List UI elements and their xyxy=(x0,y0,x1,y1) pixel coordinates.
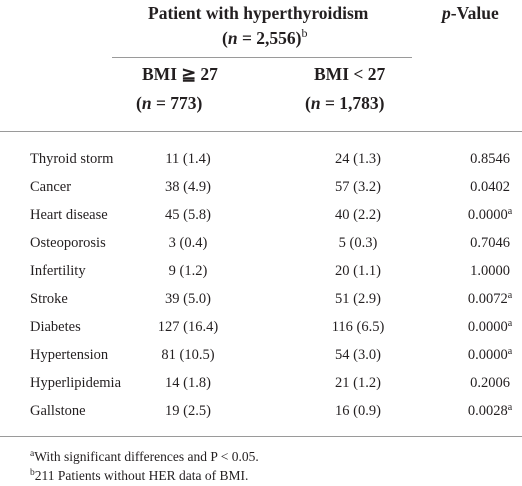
p-value: 0.0000a xyxy=(467,318,513,336)
group-sample-size: (n = 2,556)b xyxy=(222,26,308,48)
pvalue-header: p-Value xyxy=(442,3,499,23)
row-label: Osteoporosis xyxy=(30,235,106,251)
header-mid-rule xyxy=(112,57,412,58)
col2-label: BMI < 27 xyxy=(314,64,386,84)
table-row: Cancer 38 (4.9) 57 (3.2) 0.0402 xyxy=(0,173,522,201)
row-label: Stroke xyxy=(30,291,68,307)
bmi-high-value: 39 (5.0) xyxy=(165,291,211,307)
row-label: Hyperlipidemia xyxy=(30,375,122,391)
bmi-high-value: 9 (1.2) xyxy=(168,263,208,279)
row-label: Gallstone xyxy=(30,403,86,419)
bmi-high-value: 14 (1.8) xyxy=(165,375,211,391)
p-value: 0.0402 xyxy=(470,179,510,195)
col2-sample-size: (n = 1,783) xyxy=(305,93,385,113)
footnote-marker-b: b xyxy=(301,26,308,40)
table-row: Osteoporosis 3 (0.4) 5 (0.3) 0.7046 xyxy=(0,229,522,257)
p-value: 0.8546 xyxy=(470,151,510,167)
bmi-low-value: 40 (2.2) xyxy=(335,207,381,223)
bmi-high-value: 19 (2.5) xyxy=(165,403,211,419)
table-row: Infertility 9 (1.2) 20 (1.1) 1.0000 xyxy=(0,257,522,285)
row-label: Cancer xyxy=(30,179,72,195)
row-label: Hypertension xyxy=(30,347,109,363)
bmi-low-value: 51 (2.9) xyxy=(335,291,381,307)
bmi-high-value: 38 (4.9) xyxy=(165,179,211,195)
bmi-high-value: 45 (5.8) xyxy=(165,207,211,223)
bmi-low-value: 54 (3.0) xyxy=(335,347,381,363)
p-value: 1.0000 xyxy=(470,263,510,279)
group-title: Patient with hyperthyroidism xyxy=(148,3,369,23)
bmi-high-value: 11 (1.4) xyxy=(165,151,211,167)
header-bottom-rule xyxy=(0,131,522,132)
table-row: Heart disease 45 (5.8) 40 (2.2) 0.0000a xyxy=(0,201,522,229)
col1-label: BMI ≧ 27 xyxy=(142,64,218,84)
footnote-a: aWith significant differences and P < 0.… xyxy=(30,449,259,464)
table-row: Diabetes 127 (16.4) 116 (6.5) 0.0000a xyxy=(0,313,522,341)
p-value: 0.0000a xyxy=(467,346,513,364)
bmi-low-value: 21 (1.2) xyxy=(335,375,381,391)
bmi-high-value: 127 (16.4) xyxy=(157,319,219,335)
bmi-low-value: 57 (3.2) xyxy=(335,179,381,195)
col1-sample-size: (n = 773) xyxy=(136,93,203,113)
table-row: Thyroid storm 11 (1.4) 24 (1.3) 0.8546 xyxy=(0,145,522,173)
bmi-low-value: 24 (1.3) xyxy=(335,151,381,167)
bmi-low-value: 16 (0.9) xyxy=(335,403,381,419)
row-label: Diabetes xyxy=(30,319,81,335)
table-bottom-rule xyxy=(0,436,522,437)
bmi-low-value: 116 (6.5) xyxy=(331,319,385,335)
bmi-high-value: 3 (0.4) xyxy=(168,235,208,251)
footnote-b: b211 Patients without HER data of BMI. xyxy=(30,468,249,483)
table-row: Gallstone 19 (2.5) 16 (0.9) 0.0028a xyxy=(0,397,522,425)
row-label: Heart disease xyxy=(30,207,108,223)
p-value: 0.2006 xyxy=(470,375,510,391)
p-value: 0.0028a xyxy=(467,402,513,420)
p-value: 0.0072a xyxy=(467,290,513,308)
bmi-high-value: 81 (10.5) xyxy=(161,347,215,363)
row-label: Infertility xyxy=(30,263,86,279)
table-row: Hyperlipidemia 14 (1.8) 21 (1.2) 0.2006 xyxy=(0,369,522,397)
p-value: 0.0000a xyxy=(467,206,513,224)
table-row: Hypertension 81 (10.5) 54 (3.0) 0.0000a xyxy=(0,341,522,369)
table-row: Stroke 39 (5.0) 51 (2.9) 0.0072a xyxy=(0,285,522,313)
p-value: 0.7046 xyxy=(470,235,510,251)
bmi-low-value: 20 (1.1) xyxy=(335,263,381,279)
bmi-low-value: 5 (0.3) xyxy=(338,235,378,251)
row-label: Thyroid storm xyxy=(30,151,114,167)
